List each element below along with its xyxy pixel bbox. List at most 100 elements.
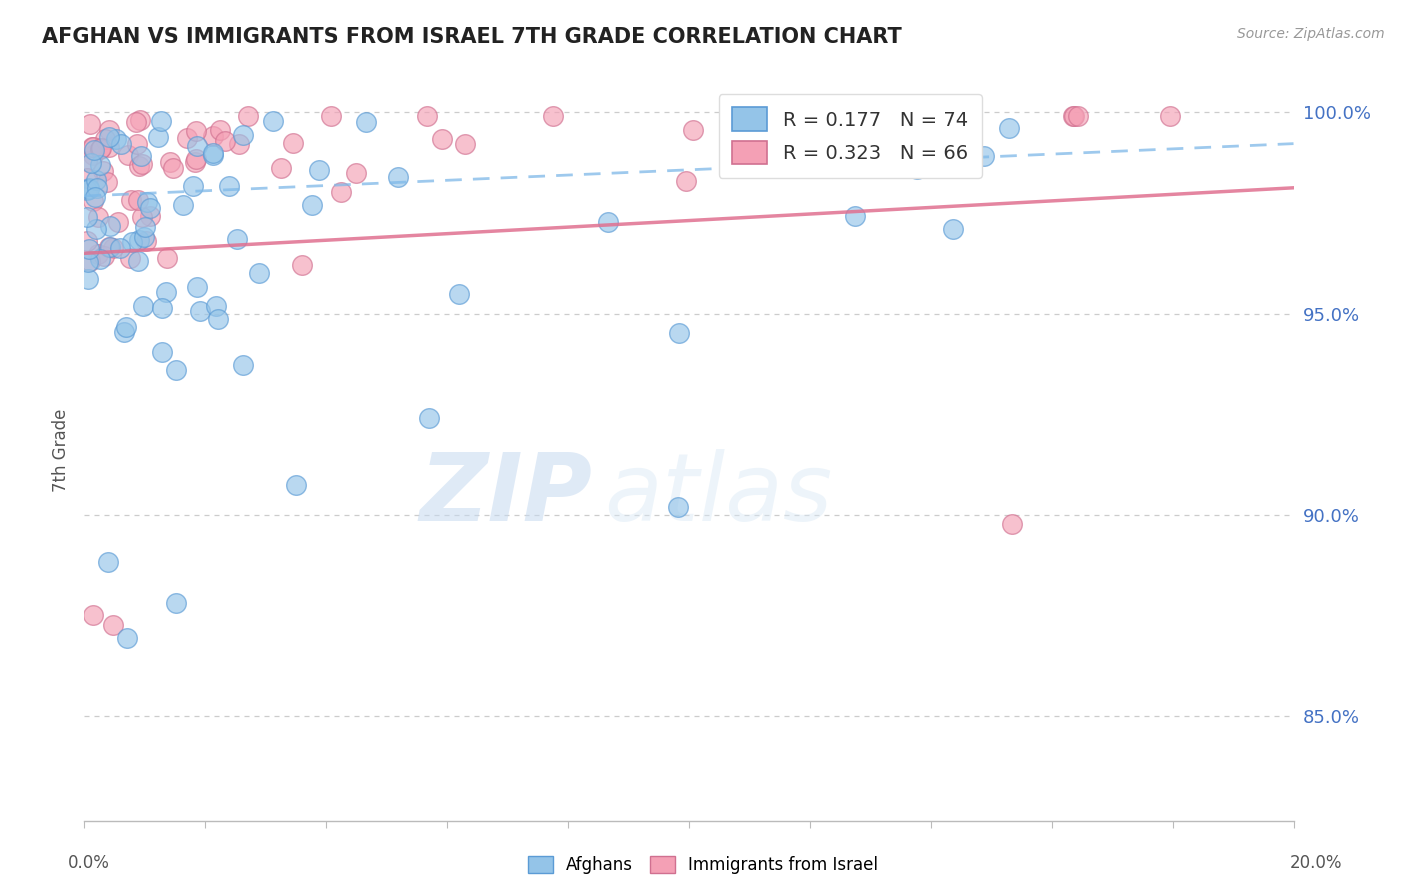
- Point: [118, 251, 141, 265]
- Point: [83, 190, 105, 204]
- Text: AFGHAN VS IMMIGRANTS FROM ISRAEL 7TH GRADE CORRELATION CHART: AFGHAN VS IMMIGRANTS FROM ISRAEL 7TH GRA…: [42, 27, 901, 46]
- Point: [76, 234, 98, 248]
- Point: [83, 144, 105, 158]
- Point: [159, 155, 181, 169]
- Point: [89, 142, 111, 156]
- Point: [117, 148, 139, 162]
- Point: [284, 477, 307, 491]
- Point: [86, 210, 108, 224]
- Point: [146, 130, 169, 145]
- Point: [214, 134, 236, 148]
- Point: [247, 266, 270, 280]
- Point: [543, 110, 565, 124]
- Point: [127, 137, 149, 152]
- Point: [232, 358, 254, 372]
- Point: [101, 618, 124, 632]
- Point: [98, 240, 121, 254]
- Legend: Afghans, Immigrants from Israel: Afghans, Immigrants from Israel: [522, 849, 884, 881]
- Point: [165, 362, 187, 376]
- Point: [84, 222, 107, 236]
- Point: [131, 299, 153, 313]
- Point: [356, 114, 378, 128]
- Point: [134, 229, 156, 244]
- Point: [778, 113, 800, 128]
- Point: [262, 113, 284, 128]
- Point: [77, 181, 100, 195]
- Point: [301, 198, 323, 212]
- Point: [181, 179, 204, 194]
- Text: atlas: atlas: [605, 450, 832, 541]
- Point: [90, 141, 112, 155]
- Point: [207, 312, 229, 326]
- Text: 20.0%: 20.0%: [1291, 855, 1343, 872]
- Point: [973, 149, 995, 163]
- Point: [682, 123, 704, 137]
- Point: [416, 110, 439, 124]
- Point: [131, 210, 153, 224]
- Point: [281, 136, 304, 150]
- Point: [76, 171, 98, 186]
- Point: [82, 194, 104, 208]
- Point: [291, 258, 314, 272]
- Point: [184, 152, 207, 166]
- Point: [905, 161, 928, 176]
- Point: [82, 148, 104, 162]
- Point: [202, 129, 225, 144]
- Point: [134, 220, 156, 235]
- Point: [447, 287, 470, 301]
- Point: [156, 251, 179, 265]
- Point: [97, 240, 120, 254]
- Point: [79, 253, 101, 268]
- Point: [128, 233, 150, 247]
- Point: [155, 285, 177, 300]
- Point: [915, 113, 938, 128]
- Point: [80, 140, 103, 154]
- Point: [84, 173, 107, 187]
- Point: [86, 181, 108, 195]
- Point: [997, 120, 1019, 135]
- Point: [89, 252, 111, 267]
- Point: [82, 607, 104, 622]
- Point: [225, 232, 247, 246]
- Point: [821, 161, 844, 175]
- Point: [205, 299, 228, 313]
- Point: [184, 124, 207, 138]
- Point: [188, 304, 211, 318]
- Point: [79, 180, 101, 194]
- Point: [127, 193, 149, 207]
- Point: [308, 163, 330, 178]
- Point: [596, 215, 619, 229]
- Point: [105, 132, 128, 146]
- Point: [115, 631, 138, 645]
- Point: [418, 411, 440, 425]
- Point: [93, 163, 115, 178]
- Point: [183, 154, 205, 169]
- Point: [139, 202, 162, 216]
- Point: [97, 555, 120, 569]
- Legend: R = 0.177   N = 74, R = 0.323   N = 66: R = 0.177 N = 74, R = 0.323 N = 66: [718, 94, 981, 178]
- Point: [79, 156, 101, 170]
- Point: [76, 183, 98, 197]
- Point: [93, 249, 115, 263]
- Point: [120, 193, 142, 207]
- Point: [131, 148, 153, 162]
- Point: [107, 215, 129, 229]
- Point: [135, 195, 157, 210]
- Point: [115, 319, 138, 334]
- Point: [1001, 516, 1024, 531]
- Point: [346, 166, 368, 180]
- Point: [150, 113, 173, 128]
- Text: Source: ZipAtlas.com: Source: ZipAtlas.com: [1237, 27, 1385, 41]
- Point: [97, 140, 120, 154]
- Point: [150, 345, 173, 359]
- Point: [202, 148, 225, 162]
- Point: [124, 114, 146, 128]
- Point: [128, 160, 150, 174]
- Text: ZIP: ZIP: [419, 449, 592, 541]
- Point: [77, 272, 100, 286]
- Point: [162, 161, 184, 175]
- Point: [135, 234, 157, 248]
- Point: [329, 185, 352, 199]
- Point: [87, 247, 110, 261]
- Point: [152, 301, 174, 315]
